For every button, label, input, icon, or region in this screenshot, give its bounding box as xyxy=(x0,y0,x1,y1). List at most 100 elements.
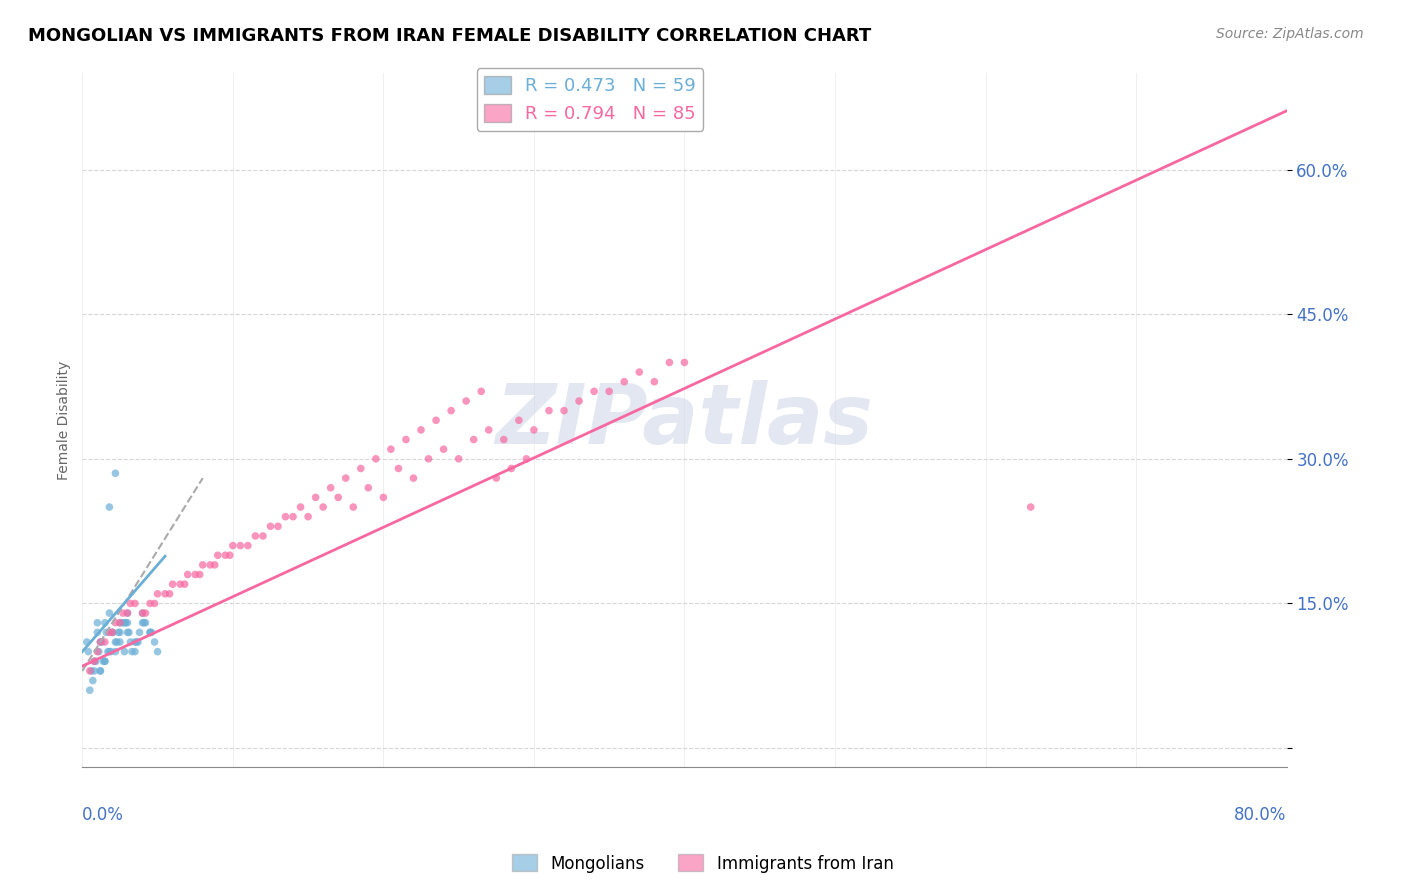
Point xyxy=(82,673,104,688)
Point xyxy=(207,548,229,562)
Point xyxy=(127,635,149,649)
Point xyxy=(118,625,141,640)
Point xyxy=(132,615,155,630)
Point xyxy=(470,384,492,399)
Point xyxy=(373,491,395,505)
Point xyxy=(553,403,575,417)
Point xyxy=(658,355,681,369)
Point xyxy=(94,635,117,649)
Text: Source: ZipAtlas.com: Source: ZipAtlas.com xyxy=(1216,27,1364,41)
Point xyxy=(120,597,142,611)
Point xyxy=(380,442,402,457)
Point xyxy=(673,355,696,369)
Point xyxy=(456,394,478,409)
Point xyxy=(94,654,117,668)
Point xyxy=(108,615,131,630)
Point xyxy=(134,606,156,620)
Point xyxy=(598,384,620,399)
Point xyxy=(259,519,281,533)
Point xyxy=(86,615,108,630)
Point xyxy=(139,625,162,640)
Point xyxy=(485,471,508,485)
Point xyxy=(447,451,470,466)
Point xyxy=(97,645,120,659)
Point xyxy=(101,625,124,640)
Point xyxy=(440,403,463,417)
Point xyxy=(128,625,150,640)
Point xyxy=(328,491,350,505)
Point xyxy=(104,615,127,630)
Point xyxy=(86,625,108,640)
Point xyxy=(214,548,236,562)
Point xyxy=(100,645,122,659)
Point xyxy=(94,654,117,668)
Point xyxy=(319,481,342,495)
Point xyxy=(508,413,530,427)
Point xyxy=(84,654,107,668)
Text: 80.0%: 80.0% xyxy=(1234,805,1286,824)
Point xyxy=(104,635,127,649)
Point xyxy=(111,606,134,620)
Point xyxy=(98,645,121,659)
Point xyxy=(143,635,166,649)
Point xyxy=(463,433,485,447)
Point xyxy=(159,587,181,601)
Point xyxy=(124,645,146,659)
Point xyxy=(364,451,387,466)
Point xyxy=(117,615,139,630)
Text: ZIPatlas: ZIPatlas xyxy=(495,380,873,461)
Point xyxy=(613,375,636,389)
Point xyxy=(342,500,364,514)
Point xyxy=(79,683,101,698)
Point xyxy=(101,625,124,640)
Text: 0.0%: 0.0% xyxy=(83,805,124,824)
Point xyxy=(89,664,111,678)
Point xyxy=(184,567,207,582)
Point xyxy=(114,645,136,659)
Point xyxy=(86,645,108,659)
Point xyxy=(350,461,373,475)
Point xyxy=(89,635,111,649)
Point xyxy=(357,481,380,495)
Point xyxy=(218,548,240,562)
Point xyxy=(134,615,156,630)
Point xyxy=(146,587,169,601)
Point xyxy=(432,442,454,457)
Point xyxy=(304,491,326,505)
Point xyxy=(628,365,651,379)
Point xyxy=(425,413,447,427)
Legend: Mongolians, Immigrants from Iran: Mongolians, Immigrants from Iran xyxy=(506,847,900,880)
Point xyxy=(108,625,131,640)
Point xyxy=(501,461,523,475)
Point xyxy=(76,635,98,649)
Y-axis label: Female Disability: Female Disability xyxy=(58,360,72,480)
Point xyxy=(117,625,139,640)
Point xyxy=(297,509,319,524)
Point xyxy=(229,539,252,553)
Point xyxy=(222,539,245,553)
Point xyxy=(79,664,101,678)
Point xyxy=(98,500,121,514)
Point xyxy=(105,635,128,649)
Point xyxy=(131,606,153,620)
Point xyxy=(169,577,191,591)
Point xyxy=(98,625,121,640)
Point xyxy=(139,625,162,640)
Point xyxy=(80,664,103,678)
Point xyxy=(131,606,153,620)
Point xyxy=(101,625,124,640)
Point xyxy=(131,615,153,630)
Point xyxy=(267,519,290,533)
Point xyxy=(124,635,146,649)
Point xyxy=(492,433,515,447)
Point xyxy=(141,625,163,640)
Point xyxy=(90,635,112,649)
Point xyxy=(418,451,440,466)
Point xyxy=(290,500,312,514)
Point xyxy=(188,567,211,582)
Point xyxy=(104,645,127,659)
Point xyxy=(252,529,274,543)
Point xyxy=(146,645,169,659)
Point xyxy=(583,384,606,399)
Point xyxy=(204,558,226,572)
